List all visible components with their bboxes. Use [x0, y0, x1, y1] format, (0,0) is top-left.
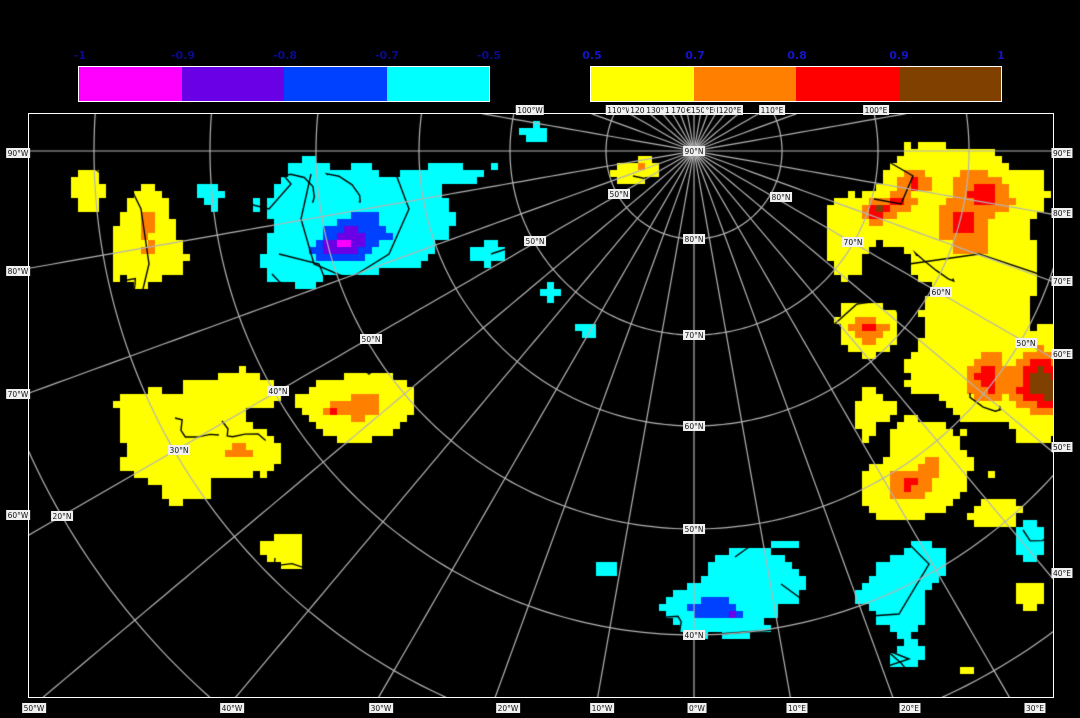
neg-tick-1: -0.9 [170, 49, 196, 62]
graticule-label-5: 40°N [683, 630, 705, 640]
bottom-lon-label-4: 10°W [590, 703, 614, 713]
top-lon-label-8: I120°E [714, 105, 744, 115]
top-lon-label-3: 130°W [644, 105, 674, 115]
pos-tick-0: 0.5 [582, 49, 602, 62]
left-lat-label-2: 70°W [6, 389, 30, 399]
graticule-label-7: 70°N [842, 237, 864, 247]
bottom-lon-label-8: 30°E [1024, 703, 1046, 713]
pos-tick-1: 0.7 [685, 49, 705, 62]
neg-tick-4: -0.5 [476, 49, 502, 62]
bottom-lon-label-6: 10°E [786, 703, 808, 713]
graticule-label-9: 50°N [1015, 338, 1037, 348]
neg-colorbar-segment-3 [386, 67, 489, 101]
bottom-lon-label-3: 20°W [496, 703, 520, 713]
neg-tick-3: -0.7 [374, 49, 400, 62]
graticule-label-8: 60°N [930, 287, 952, 297]
top-lon-label-10: 100°E [863, 105, 889, 115]
graticule-label-1: 80°N [683, 234, 705, 244]
right-lat-label-1: 80°E [1051, 208, 1073, 218]
pos-tick-2: 0.8 [787, 49, 807, 62]
pos-colorbar-segment-3 [898, 67, 1001, 101]
negative-colorbar-ticks: -1 -0.9 -0.8 -0.7 -0.5 [74, 49, 501, 64]
graticule-label-3: 60°N [683, 421, 705, 431]
right-lat-label-4: 50°E [1051, 442, 1073, 452]
positive-colorbar-ticks: 0.5 0.7 0.8 0.9 1 [582, 49, 1005, 64]
graticule-label-0: 90°N [683, 146, 705, 156]
top-lon-label-7: °E0° [703, 105, 725, 115]
pos-tick-4: 1 [997, 49, 1005, 62]
neg-tick-0: -1 [73, 49, 87, 62]
pos-colorbar-segment-2 [796, 67, 899, 101]
top-lon-label-0: 100°W [515, 105, 545, 115]
pos-tick-3: 0.9 [889, 49, 909, 62]
pos-colorbar-segment-0 [591, 67, 694, 101]
top-lon-label-5: 170°W [669, 105, 699, 115]
neg-colorbar-segment-0 [79, 67, 182, 101]
left-lat-label-0: 90°W [6, 148, 30, 158]
graticule-label-6: 80°N [770, 192, 792, 202]
left-lat-label-3: 60°W [6, 510, 30, 520]
graticule-label-15: 50°N [524, 236, 546, 246]
right-lat-label-0: 90°E [1051, 148, 1073, 158]
graticule-layer [29, 114, 1053, 697]
top-lon-label-2: 120°W [628, 105, 658, 115]
polar-stereographic-map: 90°N 80°N 70°N 60°N 50°N 40°N 80°N 70°N 60°N 50°N… [28, 113, 1054, 698]
top-lon-label-9: 110°E [759, 105, 785, 115]
graticule-label-12: 30°N [168, 445, 190, 455]
top-lon-label-6: €150°E [684, 105, 716, 115]
positive-correlation-colorbar [590, 66, 1002, 102]
bottom-lon-label-7: 20°E [899, 703, 921, 713]
neg-colorbar-segment-2 [284, 67, 387, 101]
bottom-lon-label-0: 50°W [22, 703, 46, 713]
neg-tick-2: -0.8 [272, 49, 298, 62]
graticule-label-11: 40°N [267, 386, 289, 396]
right-lat-label-2: 70°E [1051, 276, 1073, 286]
top-lon-label-1: 110°W [605, 105, 635, 115]
graticule-label-4: 50°N [683, 524, 705, 534]
graticule-label-14: 50°N [608, 189, 630, 199]
bottom-lon-label-2: 30°W [369, 703, 393, 713]
left-lat-label-1: 80°W [6, 266, 30, 276]
bottom-lon-label-1: 40°W [220, 703, 244, 713]
graticule-label-2: 70°N [683, 330, 705, 340]
negative-correlation-colorbar [78, 66, 490, 102]
graticule-label-10: 50°N [360, 334, 382, 344]
bottom-lon-label-5: 0°W [687, 703, 707, 713]
right-lat-label-3: 60°E [1051, 349, 1073, 359]
pos-colorbar-segment-1 [693, 67, 796, 101]
neg-colorbar-segment-1 [181, 67, 284, 101]
graticule-label-13: 20°N [51, 511, 73, 521]
right-lat-label-5: 40°E [1051, 568, 1073, 578]
